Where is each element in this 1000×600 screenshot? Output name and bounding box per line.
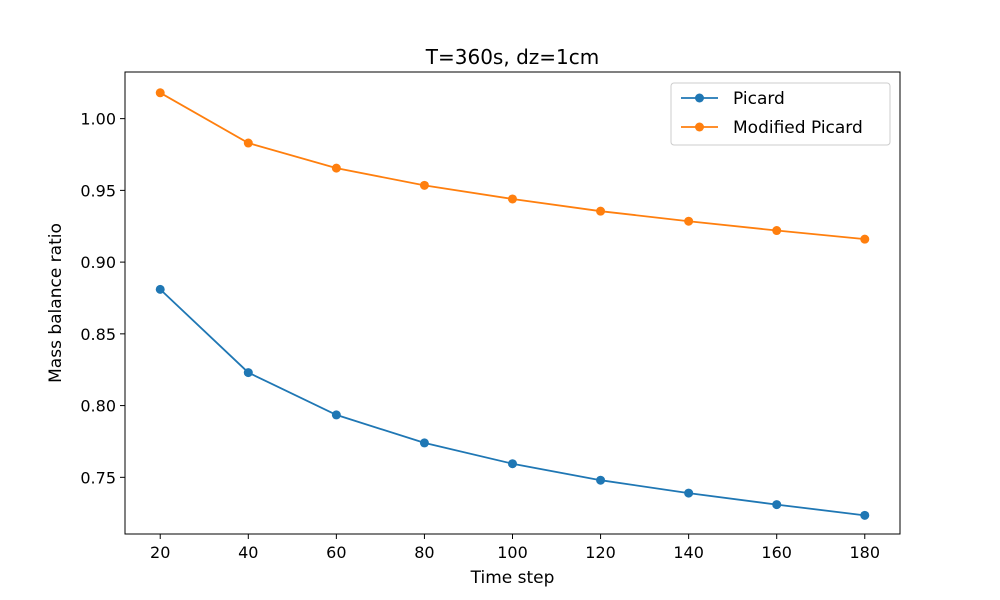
data-point (155, 88, 165, 98)
x-tick-label: 160 (761, 543, 792, 562)
data-point (772, 226, 782, 236)
data-point (772, 500, 782, 510)
data-point (331, 163, 341, 173)
x-tick-label: 100 (497, 543, 528, 562)
data-point (419, 438, 429, 448)
legend-label: Modified Picard (733, 118, 863, 138)
y-axis-label: Mass balance ratio (46, 223, 66, 383)
y-tick-label: 1.00 (80, 110, 116, 129)
chart-title: T=360s, dz=1cm (425, 45, 599, 69)
y-tick-label: 0.75 (80, 468, 116, 487)
data-point (860, 234, 870, 244)
x-tick-label: 40 (238, 543, 258, 562)
x-tick-label: 120 (585, 543, 616, 562)
series-layer (155, 88, 870, 520)
x-tick-label: 80 (414, 543, 434, 562)
y-tick-label: 0.95 (80, 181, 116, 200)
x-axis: 20 40 60 80 100 120 140 160 180 (150, 534, 880, 562)
y-tick-label: 0.90 (80, 253, 116, 272)
data-point (243, 368, 253, 378)
y-axis: 0.75 0.80 0.85 0.90 0.95 1.00 (80, 110, 125, 487)
data-point (243, 138, 253, 148)
x-tick-label: 180 (849, 543, 880, 562)
series-line-0 (159, 288, 865, 517)
x-tick-label: 140 (673, 543, 704, 562)
legend-label: Picard (733, 89, 785, 109)
data-point (331, 410, 341, 420)
x-tick-label: 60 (326, 543, 346, 562)
data-point (684, 216, 694, 226)
x-axis-label: Time step (470, 568, 555, 588)
data-point (155, 284, 165, 294)
data-point (596, 206, 606, 216)
data-point (860, 510, 870, 520)
x-tick-label: 20 (150, 543, 170, 562)
legend: Picard Modified Picard (670, 82, 891, 146)
data-point (508, 194, 517, 204)
plot-frame (124, 71, 901, 535)
data-point (419, 180, 429, 190)
y-tick-label: 0.85 (80, 325, 116, 344)
data-point (596, 475, 606, 485)
legend-box (670, 82, 891, 146)
data-point (684, 488, 694, 498)
data-point (508, 459, 517, 469)
legend-marker (695, 93, 704, 103)
y-tick-label: 0.80 (80, 397, 116, 416)
legend-marker (695, 122, 704, 132)
